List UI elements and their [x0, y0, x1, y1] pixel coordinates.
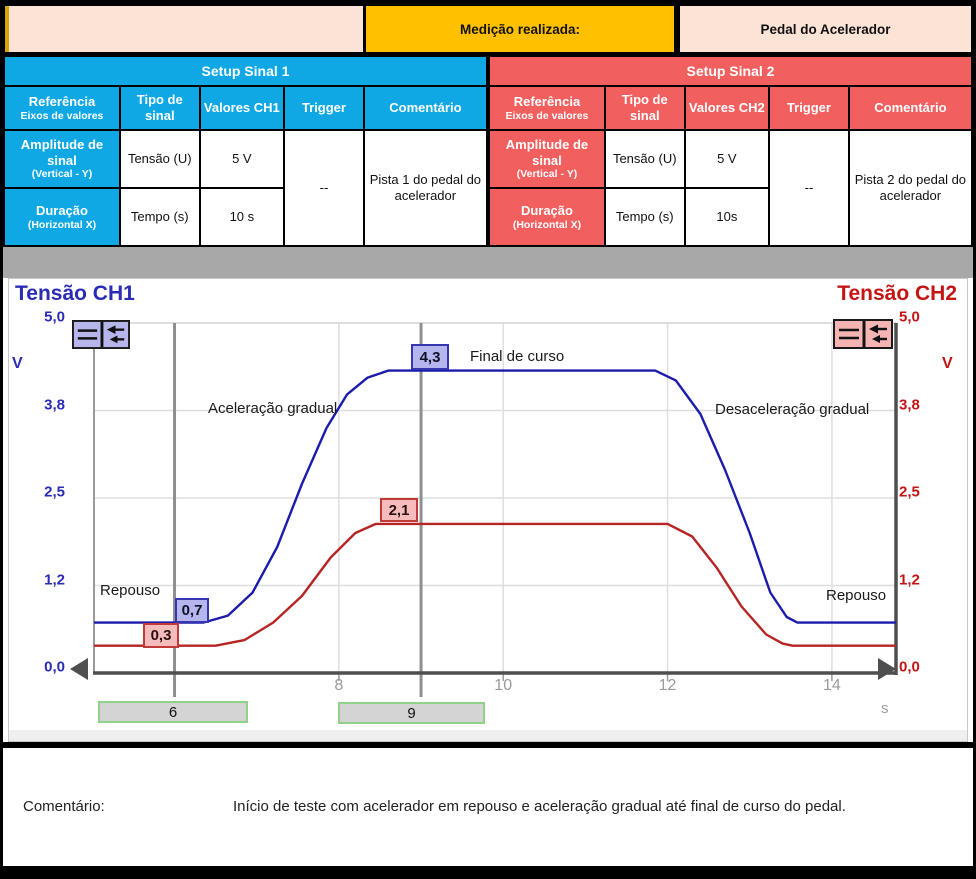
scroll-right-arrow[interactable] — [878, 658, 896, 680]
section-divider — [3, 742, 973, 748]
y-tick-label-right: 3,8 — [899, 396, 920, 413]
setup1-col-comentario: Comentário — [362, 85, 489, 131]
x-tick-label: 14 — [822, 677, 841, 694]
setup2-row-duracao: Duração (Horizontal X) — [488, 187, 606, 247]
chart-annotation: Final de curso — [470, 348, 565, 365]
cursor-control-icon-graphic — [72, 320, 130, 349]
setup2-trigger-value: -- — [768, 129, 850, 247]
cursor-control-icon-graphic — [833, 319, 893, 349]
cursor-value-label: 0,3 — [143, 623, 179, 648]
setup2-amplitude-tipo: Tensão (U) — [603, 129, 686, 189]
chart-annotation: Aceleração gradual — [208, 400, 338, 417]
bottom-bar — [3, 866, 973, 879]
chart-annotation: Repouso — [826, 587, 887, 604]
header-logo-box — [5, 6, 363, 52]
setup1-comment-value: Pista 1 do pedal do acelerador — [362, 129, 489, 247]
x-axis-unit: s — [881, 700, 889, 717]
cursor-time-readout[interactable]: 6 — [98, 701, 248, 723]
setup1-row-amplitude: Amplitude de sinal (Vertical - Y) — [3, 129, 121, 189]
scroll-left-arrow[interactable] — [70, 658, 88, 680]
setup2-amplitude-valor: 5 V — [683, 129, 771, 189]
setup2-col-referencia: Referência Eixos de valores — [488, 85, 606, 131]
setup2-col-trigger: Trigger — [768, 85, 850, 131]
y-tick-label-right: 2,5 — [899, 483, 920, 501]
setup1-duracao-tipo: Tempo (s) — [118, 187, 201, 247]
y-axis-unit-left: V — [12, 355, 23, 372]
plot-canvas — [70, 322, 898, 697]
y-tick-label-right: 0,0 — [899, 658, 920, 676]
header-row: Medição realizada: Pedal do Acelerador — [3, 3, 973, 55]
y-tick-label-right: 5,0 — [899, 308, 920, 326]
chart-annotation: Desaceleração gradual — [715, 401, 870, 418]
y-axis-unit-right: V — [942, 355, 953, 372]
setup2-row-amplitude: Amplitude de sinal (Vertical - Y) — [488, 129, 606, 189]
comment-section: Comentário: Início de teste com acelerad… — [3, 748, 973, 866]
setup2-title: Setup Sinal 2 — [488, 55, 973, 87]
series-curve-ch2 — [94, 522, 896, 647]
setup1-duracao-valor: 10 s — [198, 187, 286, 247]
setup1-amplitude-tipo: Tensão (U) — [118, 129, 201, 189]
setup1-title: Setup Sinal 1 — [3, 55, 488, 87]
setup-table-1: Setup Sinal 1 Referência Eixos de valores… — [3, 55, 489, 247]
y-tick-label-left: 1,2 — [44, 571, 65, 588]
y-tick-label-right: 1,2 — [899, 571, 920, 588]
y-tick-label-left: 5,0 — [44, 308, 65, 326]
setup-table-2: Setup Sinal 2 Referência Eixos de valores… — [488, 55, 973, 247]
cursor-value-label: 2,1 — [380, 498, 418, 522]
setup2-duracao-tipo: Tempo (s) — [603, 187, 686, 247]
chart-annotation: Repouso — [100, 582, 161, 599]
setup1-col-referencia: Referência Eixos de valores — [3, 85, 121, 131]
setup1-col-tipo: Tipo de sinal — [118, 85, 201, 131]
series-curve-ch1 — [94, 369, 896, 624]
cursor-value-label: 0,7 — [175, 598, 209, 623]
x-tick-label: 10 — [494, 677, 513, 694]
separator-bar — [3, 240, 973, 278]
y-tick-label-left: 0,0 — [44, 658, 65, 676]
setup2-col-comentario: Comentário — [847, 85, 973, 131]
chart-title-ch1: Tensão CH1 — [15, 282, 135, 305]
chart-title-ch2: Tensão CH2 — [837, 282, 957, 305]
cursor-control-icon-ch1[interactable] — [72, 320, 130, 349]
x-tick-label: 12 — [658, 677, 677, 694]
chart-footer-strip — [9, 730, 967, 741]
comment-text: Início de teste com acelerador em repous… — [233, 798, 846, 815]
setup-tables-row: Setup Sinal 1 Referência Eixos de valores… — [3, 55, 973, 247]
setup2-col-tipo: Tipo de sinal — [603, 85, 686, 131]
setup1-col-valores: Valores CH1 — [198, 85, 286, 131]
measurement-label-box: Medição realizada: — [366, 6, 674, 52]
cursor-control-icon-ch2[interactable] — [833, 319, 893, 349]
setup1-trigger-value: -- — [283, 129, 365, 247]
setup2-col-valores: Valores CH2 — [683, 85, 771, 131]
cursor-value-label: 4,3 — [411, 344, 449, 370]
y-tick-label-left: 2,5 — [44, 483, 65, 501]
setup1-col-trigger: Trigger — [283, 85, 365, 131]
measurement-value-box: Pedal do Acelerador — [680, 6, 971, 52]
setup1-amplitude-valor: 5 V — [198, 129, 286, 189]
comment-label: Comentário: — [23, 798, 105, 815]
oscilloscope-chart-panel: Tensão CH1 Tensão CH2 V V — [8, 278, 968, 742]
cursor-time-readout[interactable]: 9 — [338, 702, 485, 724]
setup2-duracao-valor: 10s — [683, 187, 771, 247]
x-tick-label: 8 — [334, 677, 344, 694]
y-tick-label-left: 3,8 — [44, 396, 65, 413]
setup1-row-duracao: Duração (Horizontal X) — [3, 187, 121, 247]
setup2-comment-value: Pista 2 do pedal do acelerador — [847, 129, 973, 247]
